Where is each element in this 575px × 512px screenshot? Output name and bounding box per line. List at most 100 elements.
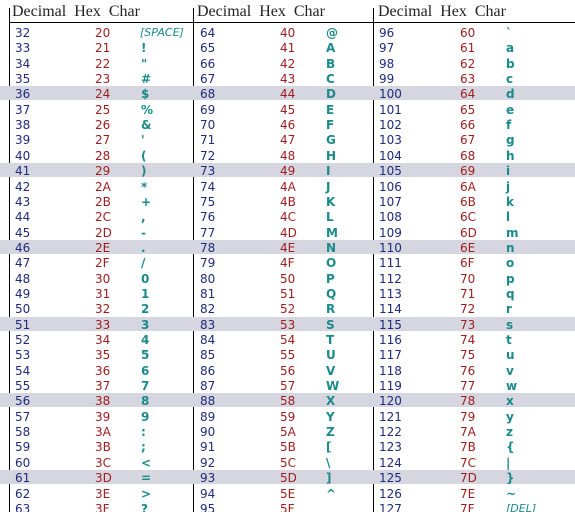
highlight-band [0,470,575,485]
char-value: q [506,286,515,301]
char-value: d [506,87,515,102]
highlight-band [0,163,575,178]
char-value: J [326,179,331,194]
decimal-value: 65 [200,41,216,56]
char-value: + [141,194,152,209]
decimal-value: 51 [15,317,31,332]
hex-value: 7D [460,471,477,486]
decimal-value: 94 [200,486,216,501]
char-value: A [326,41,336,56]
decimal-value: 127 [379,501,402,512]
char-value: y [506,409,514,424]
decimal-value: 66 [200,56,216,71]
char-value: 6 [141,363,150,378]
char-value: D [326,87,336,102]
decimal-value: 120 [379,394,402,409]
decimal-value: 70 [200,118,216,133]
hex-value: 6A [460,179,476,194]
header-hex: Hex [74,3,101,20]
hex-value: 49 [280,164,296,179]
hex-value: 2C [95,210,112,225]
hex-value: 2E [95,240,111,255]
hex-value: 4B [280,194,296,209]
header-decimal: Decimal [197,3,252,20]
decimal-value: 118 [379,363,402,378]
hex-value: 64 [460,87,476,102]
decimal-value: 121 [379,409,402,424]
decimal-value: 77 [200,225,216,240]
decimal-value: 32 [15,26,31,40]
char-value: _ [326,501,332,512]
decimal-value: 105 [379,164,402,179]
decimal-value: 40 [15,148,31,163]
hex-value: 72 [460,302,476,317]
decimal-value: 76 [200,210,216,225]
char-value: o [506,256,515,271]
char-value: x [506,394,514,409]
hex-value: 5E [280,486,296,501]
column-divider [373,8,374,512]
header-rule [9,22,575,23]
decimal-value: 98 [379,56,395,71]
hex-value: 7F [460,501,475,512]
decimal-value: 111 [379,256,402,271]
decimal-value: 117 [379,348,402,363]
decimal-value: 85 [200,348,216,363]
hex-value: 7B [460,440,476,455]
hex-value: 4A [280,179,296,194]
char-value: 2 [141,302,150,317]
decimal-value: 36 [15,87,31,102]
char-value: w [506,379,518,394]
decimal-value: 123 [379,440,402,455]
highlight-band [0,86,575,101]
highlight-band [0,316,575,331]
hex-value: 57 [280,379,296,394]
hex-value: 78 [460,394,476,409]
char-value: t [506,333,512,347]
char-value: * [141,179,148,194]
decimal-value: 33 [15,41,31,56]
char-value: & [141,118,152,133]
hex-value: 61 [460,41,476,56]
decimal-value: 38 [15,118,31,133]
char-value: f [506,118,512,133]
hex-value: 70 [460,271,476,286]
char-value: % [141,102,154,117]
char-value: Z [326,425,335,440]
char-value: F [326,118,335,133]
decimal-value: 116 [379,333,402,347]
hex-value: 22 [95,56,111,71]
hex-value: 2F [95,256,110,271]
char-value: [SPACE] [140,26,184,39]
char-value: C [326,72,335,87]
char-value: 7 [141,379,150,394]
decimal-value: 109 [379,225,402,240]
char-value: V [326,363,336,378]
decimal-value: 56 [15,394,31,409]
decimal-value: 59 [15,440,31,455]
hex-value: 35 [95,348,111,363]
hex-value: 24 [95,87,111,102]
decimal-value: 96 [379,26,395,40]
hex-value: 5C [280,455,297,470]
decimal-value: 124 [379,455,402,470]
char-value: ~ [506,486,517,501]
hex-value: 69 [460,164,476,179]
char-value: - [141,225,146,240]
decimal-value: 63 [15,501,31,512]
hex-value: 21 [95,41,111,56]
hex-value: 6F [460,256,475,271]
hex-value: 6D [460,225,477,240]
hex-value: 4D [280,225,297,240]
hex-value: 5F [280,501,295,512]
hex-value: 50 [280,271,296,286]
char-value: ( [141,148,147,163]
decimal-value: 73 [200,164,216,179]
decimal-value: 48 [15,271,31,286]
char-value: u [506,348,515,363]
decimal-value: 43 [15,194,31,209]
hex-value: 5D [280,471,297,486]
char-value: 4 [141,333,150,347]
decimal-value: 78 [200,240,216,255]
char-value: 5 [141,348,150,363]
